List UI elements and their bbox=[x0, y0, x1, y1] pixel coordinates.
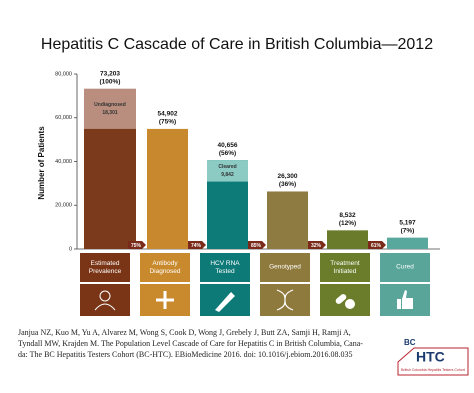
percent-label: (12%) bbox=[339, 220, 356, 227]
percent-label: (100%) bbox=[100, 79, 121, 86]
value-label: 5,197 bbox=[399, 219, 416, 226]
value-label: 54,902 bbox=[158, 111, 178, 118]
conversion-arrow bbox=[128, 241, 146, 249]
y-tick-label: 60,000 bbox=[55, 115, 72, 121]
percent-label: (56%) bbox=[219, 150, 236, 157]
category-label: HCV RNA Tested bbox=[210, 260, 240, 275]
icon bbox=[335, 294, 347, 304]
value-label: 40,656 bbox=[218, 142, 238, 149]
citation-line: Janjua NZ, Kuo M, Yu A, Alvarez M, Wong … bbox=[18, 328, 351, 337]
category-label: Cured bbox=[396, 264, 414, 271]
category-box bbox=[140, 253, 190, 282]
category-label-line: Tested bbox=[215, 268, 235, 275]
category-label-line: Initiated bbox=[334, 268, 357, 275]
chart-title: Hepatitis C Cascade of Care in British C… bbox=[41, 36, 433, 53]
segment-name: Cleared bbox=[218, 164, 236, 170]
segment-name: Undiagnosed bbox=[94, 102, 126, 108]
conversion-label: 85% bbox=[251, 243, 262, 249]
category-label-line: Estimated bbox=[91, 260, 120, 267]
category-label-line: Antibody bbox=[152, 260, 178, 267]
bar bbox=[387, 237, 428, 249]
category-box bbox=[80, 253, 130, 282]
conversion-label: 61% bbox=[371, 243, 382, 249]
percent-label: (7%) bbox=[401, 227, 415, 234]
category-label: Estimated Prevalence bbox=[89, 260, 122, 275]
icon-box bbox=[320, 284, 370, 316]
icon bbox=[156, 291, 174, 309]
category-label: Antibody Diagnosed bbox=[149, 260, 180, 275]
value-label: 26,300 bbox=[278, 173, 298, 180]
citation-line: da: The BC Hepatitis Testers Cohort (BC-… bbox=[18, 350, 353, 359]
category-label-line: HCV RNA bbox=[210, 260, 240, 267]
category-label-line: Diagnosed bbox=[149, 268, 180, 275]
bar-segment bbox=[84, 88, 136, 129]
category-box bbox=[380, 253, 430, 282]
bar-segment bbox=[207, 160, 248, 182]
y-tick-label: 40,000 bbox=[55, 159, 72, 165]
conversion-arrow bbox=[188, 241, 206, 249]
conversion-arrow bbox=[308, 241, 326, 249]
icon bbox=[397, 290, 413, 309]
logo-small: BC bbox=[404, 338, 416, 347]
category-box bbox=[260, 253, 310, 282]
category-box bbox=[320, 253, 370, 282]
citation: Janjua NZ, Kuo M, Yu A, Alvarez M, Wong … bbox=[18, 327, 398, 360]
category-box bbox=[200, 253, 250, 282]
category-label-line: Prevalence bbox=[89, 268, 122, 275]
category-label: Treatment Initiated bbox=[330, 260, 360, 275]
bar bbox=[267, 191, 308, 249]
conversion-arrow bbox=[368, 241, 386, 249]
segment-value: 9,842 bbox=[221, 172, 234, 178]
conversion-label: 32% bbox=[311, 243, 322, 249]
y-tick-label: 80,000 bbox=[55, 71, 72, 77]
percent-label: (36%) bbox=[279, 181, 296, 188]
icon-box bbox=[80, 284, 130, 316]
y-axis-label: Number of Patients bbox=[37, 126, 46, 200]
logo-big: HTC bbox=[416, 349, 445, 365]
logo-sub: British Columbia Hepatitis Testers Cohor… bbox=[401, 368, 465, 372]
bar bbox=[327, 230, 368, 249]
citation-line: Tyndall MW, Krajden M. The Population Le… bbox=[18, 339, 363, 348]
conversion-label: 75% bbox=[131, 243, 142, 249]
icon bbox=[94, 303, 116, 311]
percent-label: (75%) bbox=[159, 119, 176, 126]
category-label: Genotyped bbox=[269, 264, 301, 271]
conversion-arrow bbox=[248, 241, 266, 249]
icon bbox=[276, 289, 294, 311]
icon bbox=[215, 292, 235, 312]
category-label-line: Treatment bbox=[330, 260, 360, 267]
y-tick-label: 20,000 bbox=[55, 203, 72, 209]
logo-frame bbox=[397, 347, 469, 376]
value-label: 73,203 bbox=[100, 71, 120, 78]
logo: BC HTC British Columbia Hepatitis Tester… bbox=[397, 338, 469, 376]
y-tick-label: 0 bbox=[69, 246, 72, 252]
icon bbox=[345, 299, 355, 309]
segment-value: 18,301 bbox=[102, 110, 118, 116]
conversion-label: 74% bbox=[191, 243, 202, 249]
value-label: 8,532 bbox=[339, 212, 356, 219]
icon bbox=[99, 290, 111, 302]
bar bbox=[147, 128, 188, 249]
